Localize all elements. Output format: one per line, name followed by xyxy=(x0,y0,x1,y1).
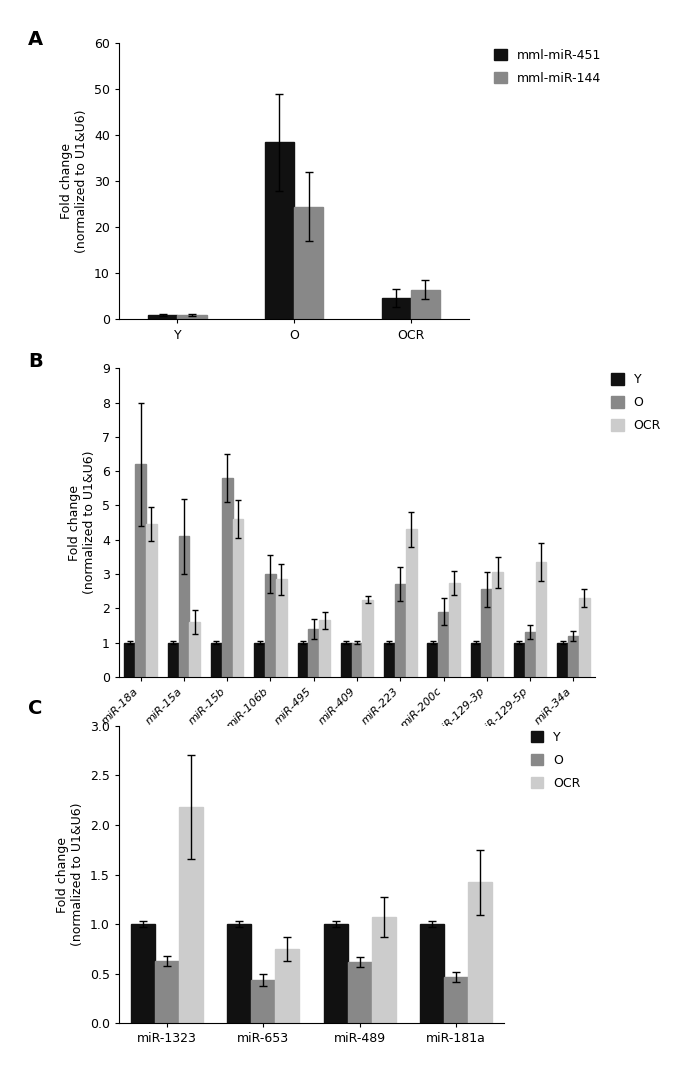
Bar xyxy=(406,530,416,677)
Text: B: B xyxy=(28,352,43,371)
Bar xyxy=(482,589,492,677)
Y-axis label: Fold change
(normalized to U1&U6): Fold change (normalized to U1&U6) xyxy=(60,109,88,253)
Bar xyxy=(449,583,460,677)
Bar xyxy=(265,142,294,319)
Bar xyxy=(348,962,372,1023)
Bar xyxy=(155,961,179,1023)
Bar xyxy=(579,598,589,677)
Bar xyxy=(444,977,468,1023)
Bar xyxy=(438,612,449,677)
Bar xyxy=(135,465,146,677)
Y-axis label: Fold change
(normalized to U1&U6): Fold change (normalized to U1&U6) xyxy=(69,451,97,595)
Bar xyxy=(492,572,503,677)
Bar xyxy=(395,585,406,677)
Bar xyxy=(222,478,232,677)
Bar xyxy=(294,207,323,319)
Bar xyxy=(189,622,200,677)
Bar xyxy=(557,642,568,677)
Bar xyxy=(514,642,525,677)
Text: C: C xyxy=(28,699,43,718)
Bar xyxy=(382,298,411,319)
Bar xyxy=(232,519,244,677)
Bar xyxy=(125,642,135,677)
Text: A: A xyxy=(28,30,43,50)
Bar xyxy=(148,315,177,319)
Legend: Y, O, OCR: Y, O, OCR xyxy=(606,368,666,438)
Legend: mml-miR-451, mml-miR-144: mml-miR-451, mml-miR-144 xyxy=(489,44,606,90)
Bar xyxy=(275,949,300,1023)
Bar xyxy=(276,579,287,677)
Bar xyxy=(341,642,351,677)
Bar xyxy=(308,629,319,677)
Bar xyxy=(420,924,444,1023)
Bar xyxy=(427,642,438,677)
Bar xyxy=(319,621,330,677)
Bar xyxy=(536,562,546,677)
Bar xyxy=(211,642,222,677)
Bar xyxy=(323,924,348,1023)
Y-axis label: Fold change
(normalized to U1&U6): Fold change (normalized to U1&U6) xyxy=(57,803,85,947)
Bar xyxy=(372,917,396,1023)
Bar xyxy=(470,642,482,677)
Bar xyxy=(363,600,373,677)
Bar xyxy=(228,924,251,1023)
Bar xyxy=(265,574,276,677)
Bar xyxy=(146,524,157,677)
Bar xyxy=(468,883,492,1023)
Bar xyxy=(298,642,308,677)
Bar xyxy=(251,980,275,1023)
Bar xyxy=(179,807,203,1023)
Legend: Y, O, OCR: Y, O, OCR xyxy=(526,726,585,795)
Bar xyxy=(131,924,155,1023)
Bar xyxy=(384,642,395,677)
Bar xyxy=(568,636,579,677)
Bar xyxy=(411,289,440,319)
Bar xyxy=(168,642,178,677)
Bar xyxy=(177,315,206,319)
Bar xyxy=(178,536,189,677)
Bar xyxy=(525,632,536,677)
Bar xyxy=(254,642,265,677)
Bar xyxy=(351,642,363,677)
